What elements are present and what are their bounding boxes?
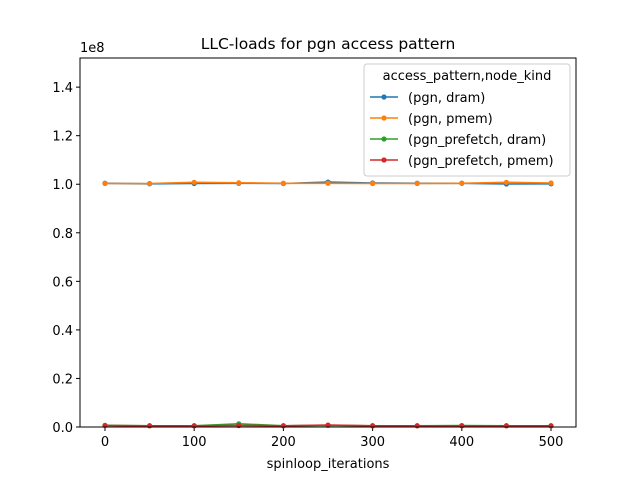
data-point: [146, 180, 153, 187]
legend-label: (pgn_prefetch, pmem): [408, 154, 554, 169]
data-point: [325, 422, 331, 428]
y-tick-label: 0.8: [52, 227, 73, 242]
x-tick-label: 400: [449, 435, 474, 450]
data-point: [191, 179, 197, 185]
x-tick-label: 500: [539, 435, 564, 450]
y-tick-label: 0.6: [52, 275, 73, 290]
y-tick-label: 1.4: [52, 81, 73, 96]
legend-label: (pgn, pmem): [408, 112, 493, 127]
axis-ticks: 0 100 200 300 400 500 0.0 0.2 0.4 0.6 0.8 1.0 1.2 1.4: [52, 81, 563, 450]
series-group: [102, 179, 554, 187]
data-point: [102, 180, 108, 187]
data-point: [146, 423, 153, 429]
y-tick-label: 0.0: [52, 421, 73, 436]
y-tick-label: 0.4: [52, 324, 73, 339]
legend: access_pattern,node_kind (pgn, dram) (pgn…: [363, 63, 571, 177]
data-point: [280, 423, 286, 429]
x-tick-label: 100: [182, 435, 207, 450]
legend-swatch-marker: [381, 94, 387, 100]
legend-title: access_pattern,node_kind: [383, 69, 552, 84]
plot-area-frame: [79, 57, 577, 428]
data-point: [236, 180, 242, 186]
legend-label: (pgn_prefetch, dram): [408, 133, 546, 148]
data-point: [414, 423, 420, 429]
legend-box: [363, 63, 571, 177]
legend-label: (pgn, dram): [408, 91, 485, 106]
series-lines: [102, 179, 554, 429]
legend-swatch-marker: [381, 157, 387, 163]
legend-swatch-marker: [381, 136, 387, 142]
y-offset-label: 1e8: [80, 41, 105, 56]
data-point: [548, 423, 554, 429]
y-tick-label: 1.2: [52, 130, 73, 145]
legend-entry: (pgn, pmem): [370, 112, 493, 127]
x-tick-label: 300: [360, 435, 385, 450]
chart-title: LLC-loads for pgn access pattern: [201, 35, 456, 53]
legend-swatch-marker: [381, 115, 387, 121]
x-tick-label: 200: [271, 435, 296, 450]
data-point: [280, 180, 286, 186]
x-axis-label: spinloop_iterations: [267, 457, 390, 472]
legend-entry: (pgn_prefetch, dram): [370, 133, 546, 148]
data-point: [459, 423, 465, 429]
legend-entry: (pgn, dram): [370, 91, 485, 106]
data-point: [370, 180, 376, 187]
data-point: [370, 423, 376, 429]
data-point: [414, 180, 420, 187]
data-point: [503, 423, 510, 429]
y-tick-label: 1.0: [52, 178, 73, 193]
data-point: [548, 180, 554, 186]
legend-entry: (pgn_prefetch, pmem): [370, 154, 554, 169]
y-tick-label: 0.2: [52, 372, 73, 387]
data-point: [459, 180, 465, 186]
data-point: [503, 179, 510, 185]
data-point: [325, 180, 331, 186]
x-tick-label: 0: [101, 435, 109, 450]
data-point: [191, 423, 197, 429]
